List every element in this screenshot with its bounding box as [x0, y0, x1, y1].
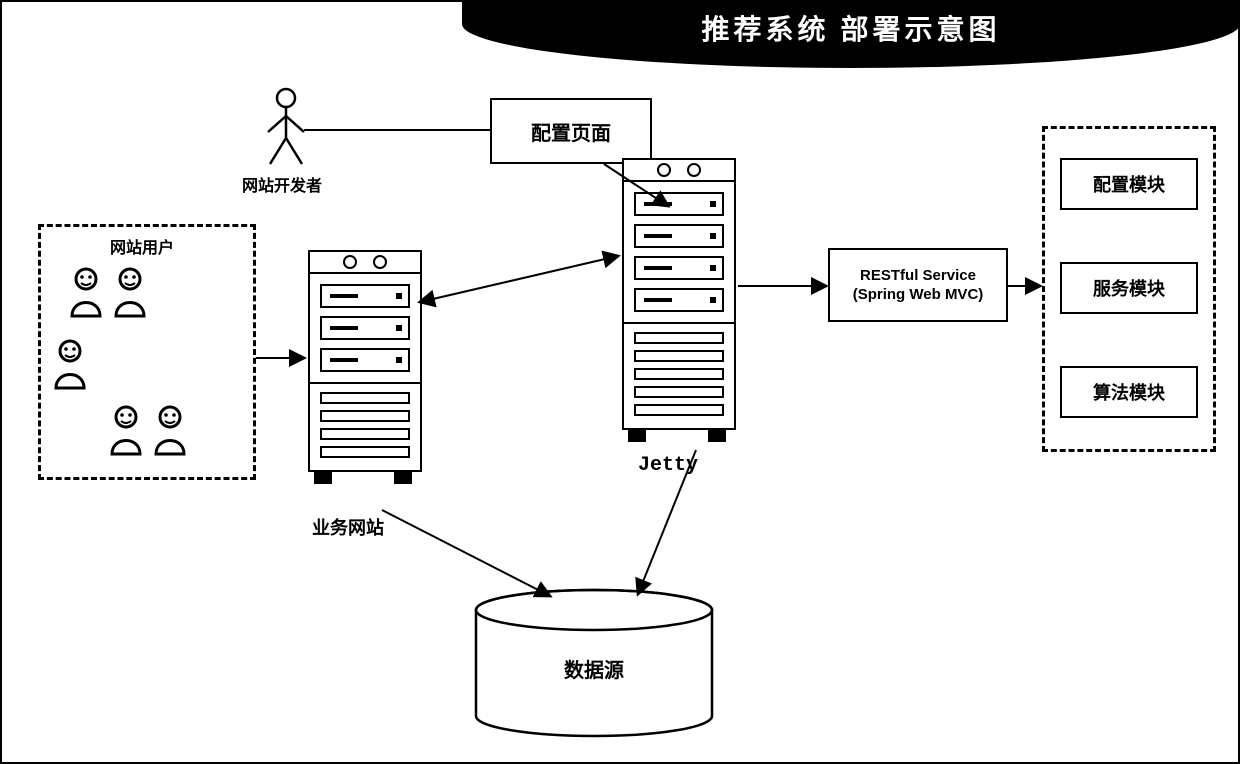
diagram-canvas: 推荐系统 部署示意图 网站开发者 配置页面 网站用户 [0, 0, 1240, 764]
svg-text:数据源: 数据源 [564, 658, 624, 682]
developer-label: 网站开发者 [242, 172, 322, 196]
module-service: 服务模块 [1060, 262, 1198, 314]
users-group-title: 网站用户 [110, 234, 174, 258]
user-icon [50, 338, 90, 390]
arrow-biz-to-data [382, 510, 550, 596]
module-config: 配置模块 [1060, 158, 1198, 210]
user-icon [106, 404, 190, 456]
datasource-cylinder-icon: 数据源 [474, 588, 714, 743]
module-algorithm-label: 算法模块 [1093, 379, 1165, 405]
title-banner: 推荐系统 部署示意图 [462, 2, 1240, 68]
module-algorithm: 算法模块 [1060, 366, 1198, 418]
restful-line2: (Spring Web MVC) [853, 285, 984, 305]
jetty-label: Jetty [638, 454, 698, 477]
config-page-label: 配置页面 [531, 117, 611, 146]
business-site-server-icon [308, 250, 418, 486]
developer-icon [264, 88, 308, 173]
user-icon [66, 266, 150, 318]
jetty-server-icon [622, 158, 732, 444]
config-page-box: 配置页面 [490, 98, 652, 164]
business-site-label: 业务网站 [312, 514, 384, 540]
restful-line1: RESTful Service [853, 266, 984, 286]
arrow-biz-to-jetty [420, 256, 618, 302]
module-service-label: 服务模块 [1093, 275, 1165, 301]
title-text: 推荐系统 部署示意图 [701, 15, 1000, 46]
restful-service-box: RESTful Service (Spring Web MVC) [828, 248, 1008, 322]
module-config-label: 配置模块 [1093, 171, 1165, 197]
